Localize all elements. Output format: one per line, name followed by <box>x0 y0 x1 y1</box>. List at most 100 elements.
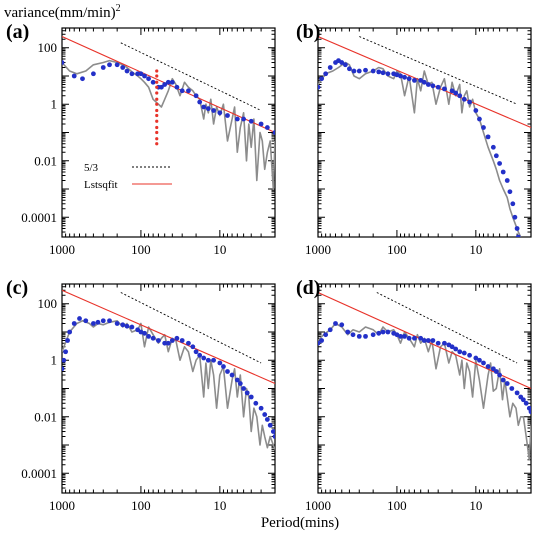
blue-dot-point <box>425 338 431 343</box>
red-dot-point <box>155 74 159 78</box>
blue-dot-point <box>258 405 264 411</box>
blue-dot-point <box>264 417 270 422</box>
x-tick-label: 100 <box>131 498 151 513</box>
blue-dot-point <box>262 412 268 417</box>
blue-dot-point <box>193 349 199 355</box>
blue-dot-point <box>272 434 275 439</box>
blue-dot-point <box>197 352 203 358</box>
blue-dot-point <box>363 67 368 73</box>
y-tick-label: 1 <box>51 97 58 112</box>
blue-dot-point <box>500 377 506 383</box>
plot-area <box>62 289 275 450</box>
blue-dot-point <box>193 93 199 99</box>
blue-dot-point <box>225 113 230 118</box>
blue-dot-point <box>507 189 513 195</box>
blue-dot-point <box>406 76 412 82</box>
red-dot-point <box>155 142 159 146</box>
red-dot-point <box>155 108 159 113</box>
blue-dot-point <box>138 329 144 335</box>
series-five-thirds-line <box>359 36 518 105</box>
blue-dot-point <box>179 88 185 94</box>
blue-dot-point <box>244 390 250 396</box>
legend-label: Lstsqfit <box>84 179 118 191</box>
panel-2: 1000 100 10 100 1 0.01 0.0001 (c) <box>6 277 276 513</box>
blue-dot-point <box>485 364 491 369</box>
red-dot-point <box>155 125 159 130</box>
plot-area <box>318 35 531 237</box>
blue-dot-point <box>165 79 171 85</box>
blue-dot-point <box>62 366 65 372</box>
blue-dot-point <box>493 369 499 374</box>
blue-dot-point <box>241 386 246 391</box>
blue-dot-point <box>339 322 345 328</box>
red-dot-point <box>155 85 159 89</box>
blue-dot-point <box>402 333 407 339</box>
blue-dot-point <box>477 116 482 122</box>
panel-label: (c) <box>6 277 28 299</box>
blue-dot-point <box>490 144 496 150</box>
blue-dot-point <box>430 338 436 343</box>
blue-dot-point <box>201 355 207 361</box>
blue-dot-point <box>363 333 368 339</box>
blue-dot-point <box>421 79 427 85</box>
blue-dot-point <box>356 333 362 339</box>
blue-dot-point <box>71 73 77 79</box>
blue-dot-point <box>186 340 191 346</box>
red-dot-point <box>155 97 159 101</box>
blue-dot-point <box>370 332 376 338</box>
blue-dot-point <box>142 330 147 336</box>
blue-dot-point <box>351 68 357 74</box>
panel-label: (b) <box>296 21 320 43</box>
blue-dot-point <box>370 68 376 74</box>
blue-dot-point <box>62 357 67 363</box>
blue-dot-point <box>497 161 502 166</box>
blue-dot-point <box>234 377 240 383</box>
blue-dot-point <box>169 338 175 343</box>
panel-0: 1000 100 10 100 1 0.01 0.0001 (a) 5/3 Lstsqfit <box>6 21 276 257</box>
y-tick-label: 0.0001 <box>21 466 57 481</box>
blue-dot-point <box>339 60 345 65</box>
blue-dot-point <box>442 340 447 346</box>
blue-dot-point <box>272 130 275 135</box>
blue-dot-point <box>234 116 240 122</box>
blue-dot-point <box>380 329 386 335</box>
x-tick-label: 10 <box>469 498 482 513</box>
blue-dot-point <box>248 118 254 124</box>
x-tick-label: 100 <box>387 242 407 257</box>
blue-dot-point <box>323 332 329 338</box>
blue-dot-point <box>67 329 73 335</box>
y-tick-label: 100 <box>38 40 58 55</box>
series-five-thirds-line <box>120 42 262 111</box>
y-axis-title: variance(mm/min)2 <box>4 3 121 21</box>
blue-dot-point <box>319 76 325 82</box>
red-dot-point <box>155 130 159 135</box>
panel-3: 1000 100 10 (d) <box>296 277 532 513</box>
blue-dot-point <box>350 332 356 338</box>
blue-dot-point <box>174 84 180 90</box>
blue-dot-point <box>327 65 333 70</box>
plot-area <box>318 291 531 461</box>
blue-dot-point <box>504 178 510 183</box>
blue-dot-point <box>481 360 486 366</box>
blue-dot-point <box>120 65 126 70</box>
blue-dot-point <box>319 338 325 343</box>
x-axis-title: Period(mins) <box>261 515 339 531</box>
blue-dot-point <box>190 344 196 350</box>
blue-dot-point <box>91 71 96 77</box>
blue-dot-point <box>253 400 259 406</box>
blue-dot-point <box>473 108 479 113</box>
panel-1: 1000 100 10 (b) <box>296 21 532 257</box>
blue-dot-point <box>150 79 156 85</box>
blue-dot-point <box>229 372 235 378</box>
blue-dot-point <box>402 74 407 80</box>
blue-dot-point <box>221 364 226 369</box>
blue-dot-point <box>323 71 329 77</box>
blue-dot-point <box>138 71 144 77</box>
blue-dot-point <box>95 319 101 325</box>
series-gray-spectrum <box>318 322 531 461</box>
blue-dot-point <box>205 357 211 363</box>
blue-dot-point <box>493 153 499 159</box>
blue-dot-point <box>217 360 223 366</box>
y-tick-label: 0.01 <box>34 409 57 424</box>
blue-dot-point <box>197 99 203 105</box>
